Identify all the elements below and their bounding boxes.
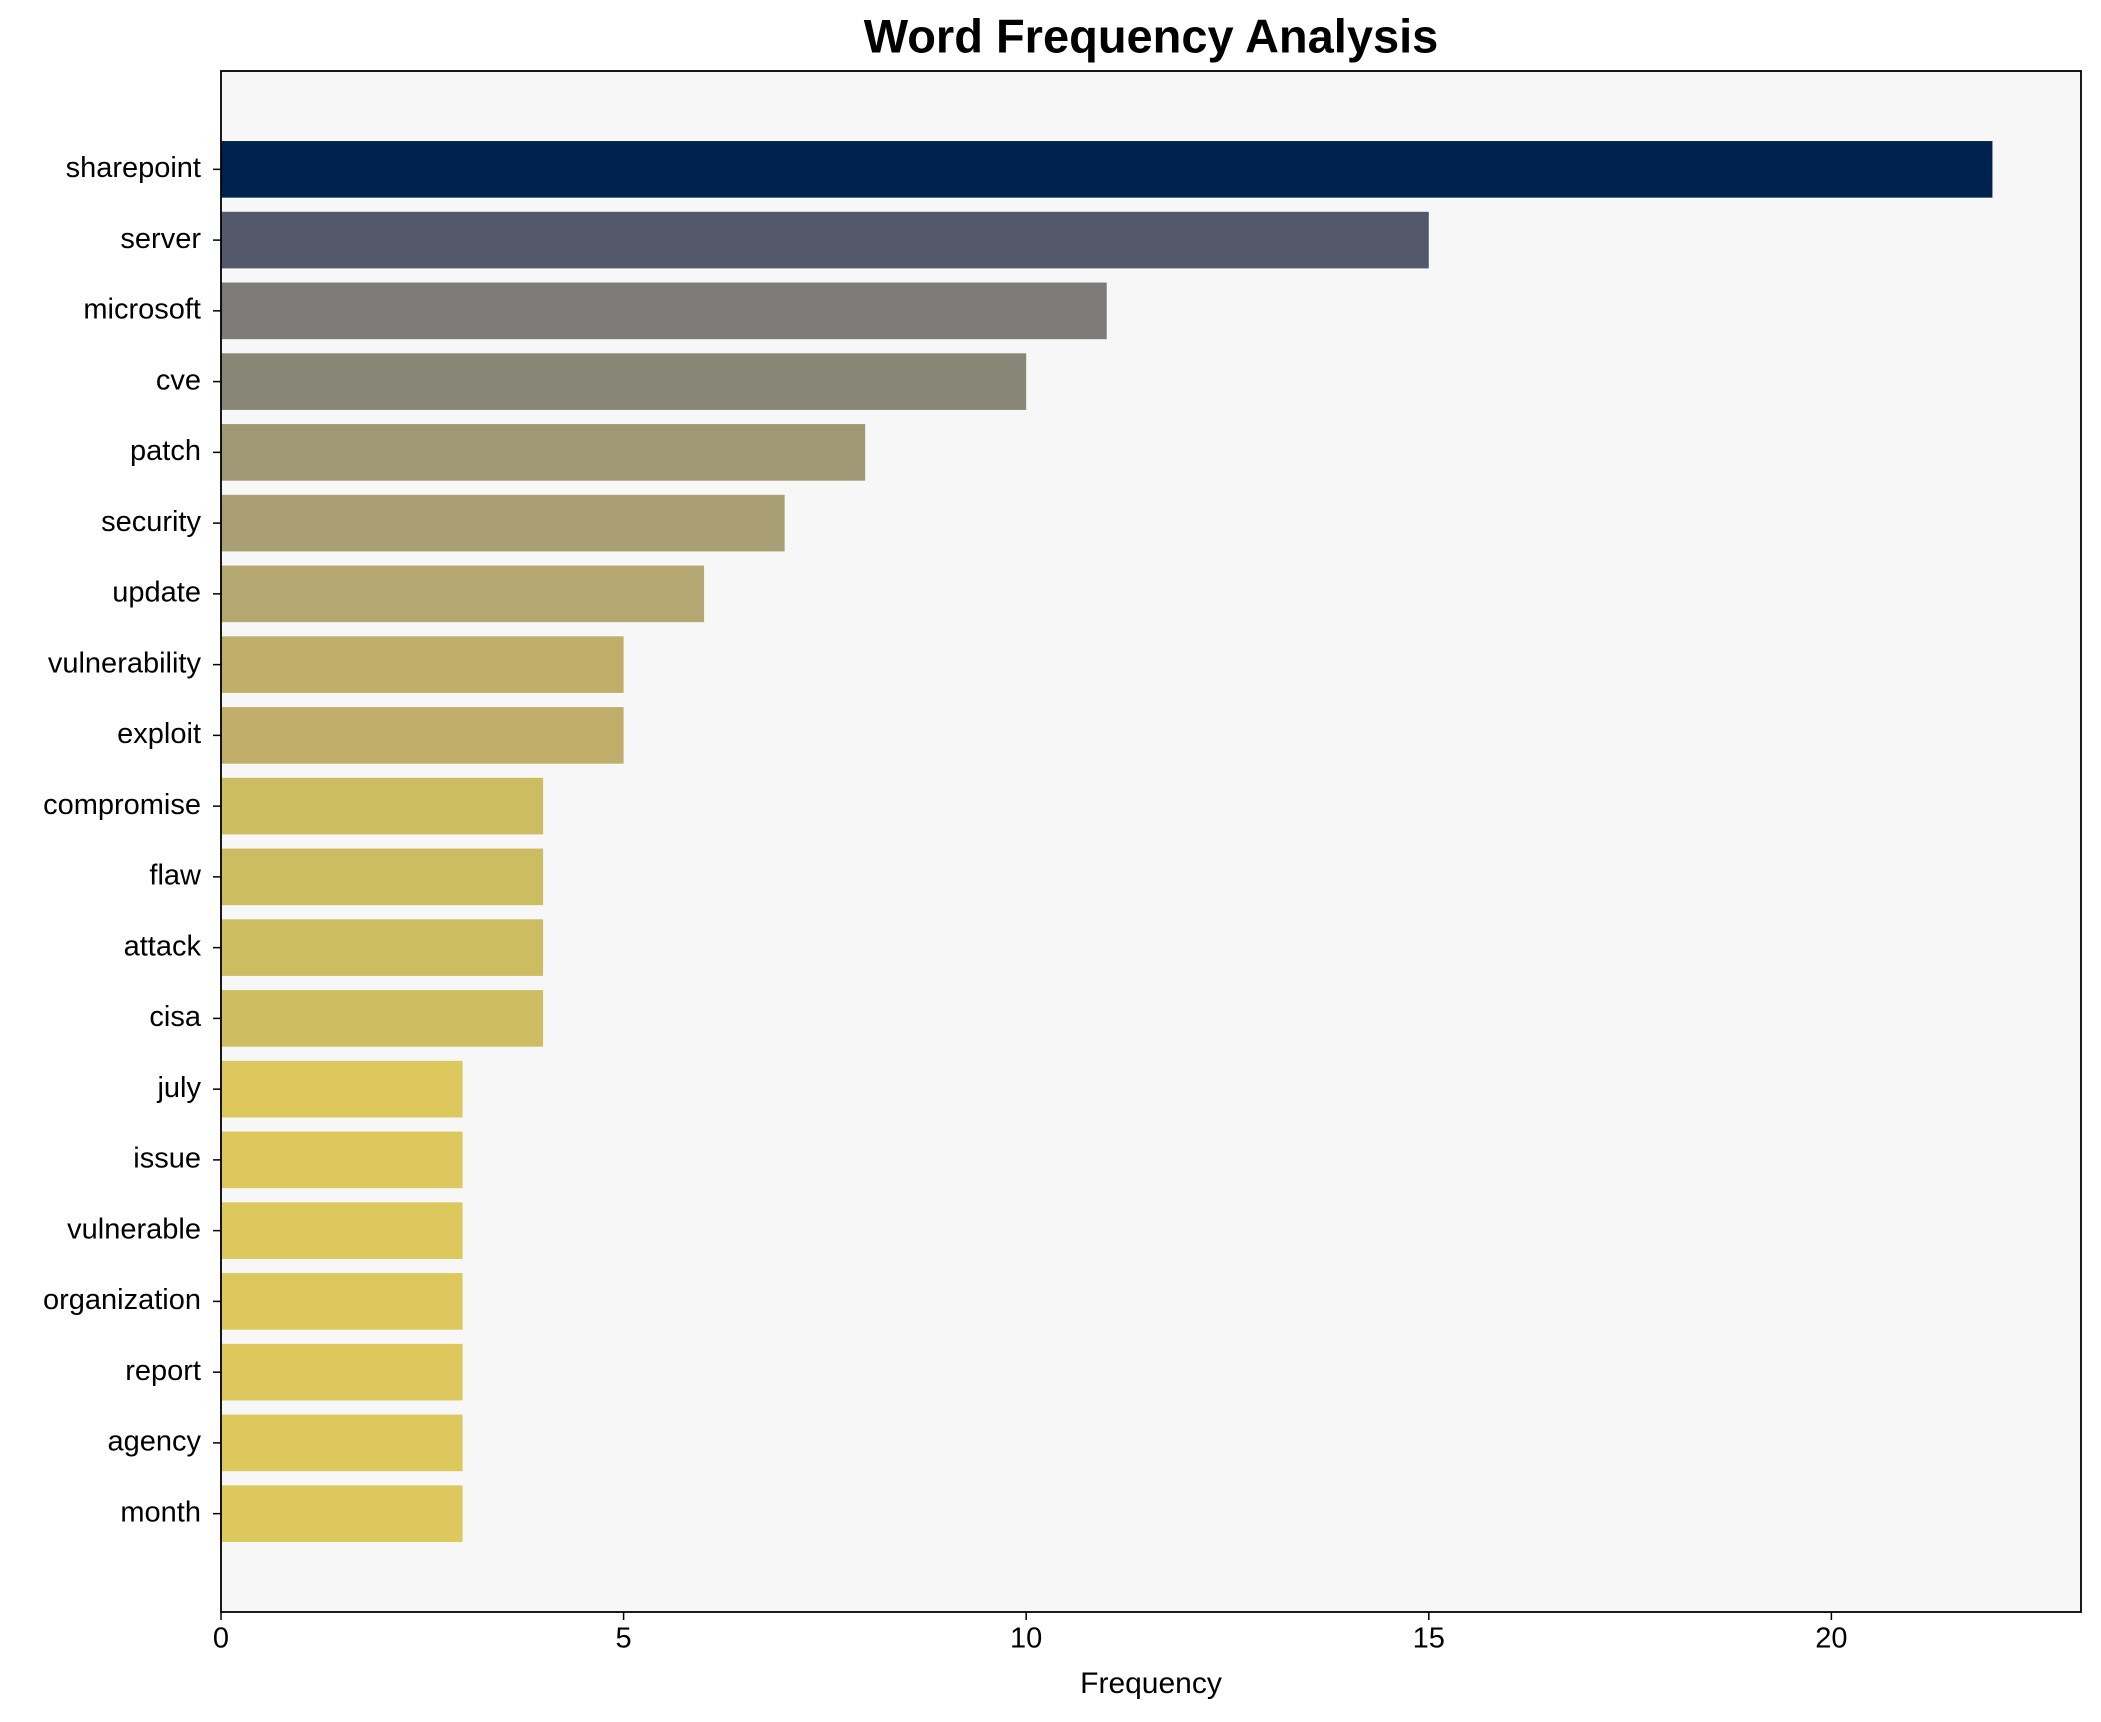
bar [221, 353, 1027, 410]
bar [221, 777, 544, 835]
y-tick-label: report [125, 1355, 201, 1387]
bar [221, 990, 544, 1047]
x-tick-label: 0 [213, 1623, 229, 1655]
x-tick-label: 10 [1010, 1623, 1042, 1655]
bar [221, 848, 544, 906]
y-tick-label: vulnerable [67, 1213, 201, 1245]
y-tick-label: microsoft [83, 294, 201, 326]
y-tick-label: month [120, 1496, 201, 1528]
x-tick-label: 20 [1815, 1623, 1847, 1655]
x-tick-label: 15 [1413, 1623, 1445, 1655]
plot-frame [220, 70, 2082, 1613]
bar [221, 707, 624, 764]
bar [221, 1131, 463, 1189]
y-tick-label: exploit [117, 718, 201, 750]
y-tick-label: compromise [43, 789, 201, 821]
y-tick-label: sharepoint [66, 152, 201, 184]
y-tick-label: attack [124, 930, 202, 962]
bar [221, 1414, 463, 1472]
bar [221, 565, 705, 623]
x-tick-label: 5 [616, 1623, 632, 1655]
bar [221, 919, 544, 976]
x-axis-label: Frequency [1080, 1667, 1222, 1700]
y-tick-label: issue [133, 1143, 201, 1175]
bar [221, 1202, 463, 1259]
y-tick-label: cve [156, 364, 201, 396]
y-tick-label: organization [43, 1284, 201, 1316]
bar [221, 424, 866, 481]
y-tick-label: server [120, 223, 201, 255]
y-tick-label: agency [107, 1426, 201, 1458]
bar [221, 141, 1993, 198]
y-tick-label: july [156, 1072, 201, 1104]
bar [221, 1273, 463, 1330]
bar [221, 494, 785, 552]
bar [221, 282, 1107, 340]
bar [221, 1485, 463, 1542]
chart-title: Word Frequency Analysis [864, 9, 1439, 62]
bar [221, 1060, 463, 1118]
y-tick-label: cisa [149, 1001, 201, 1033]
bar [221, 636, 624, 693]
y-tick-label: flaw [149, 860, 202, 892]
y-tick-label: security [101, 506, 201, 538]
bar [221, 1343, 463, 1401]
y-tick-label: patch [130, 435, 201, 467]
bar [221, 211, 1429, 269]
y-tick-label: update [112, 577, 201, 609]
y-tick-label: vulnerability [48, 647, 202, 679]
